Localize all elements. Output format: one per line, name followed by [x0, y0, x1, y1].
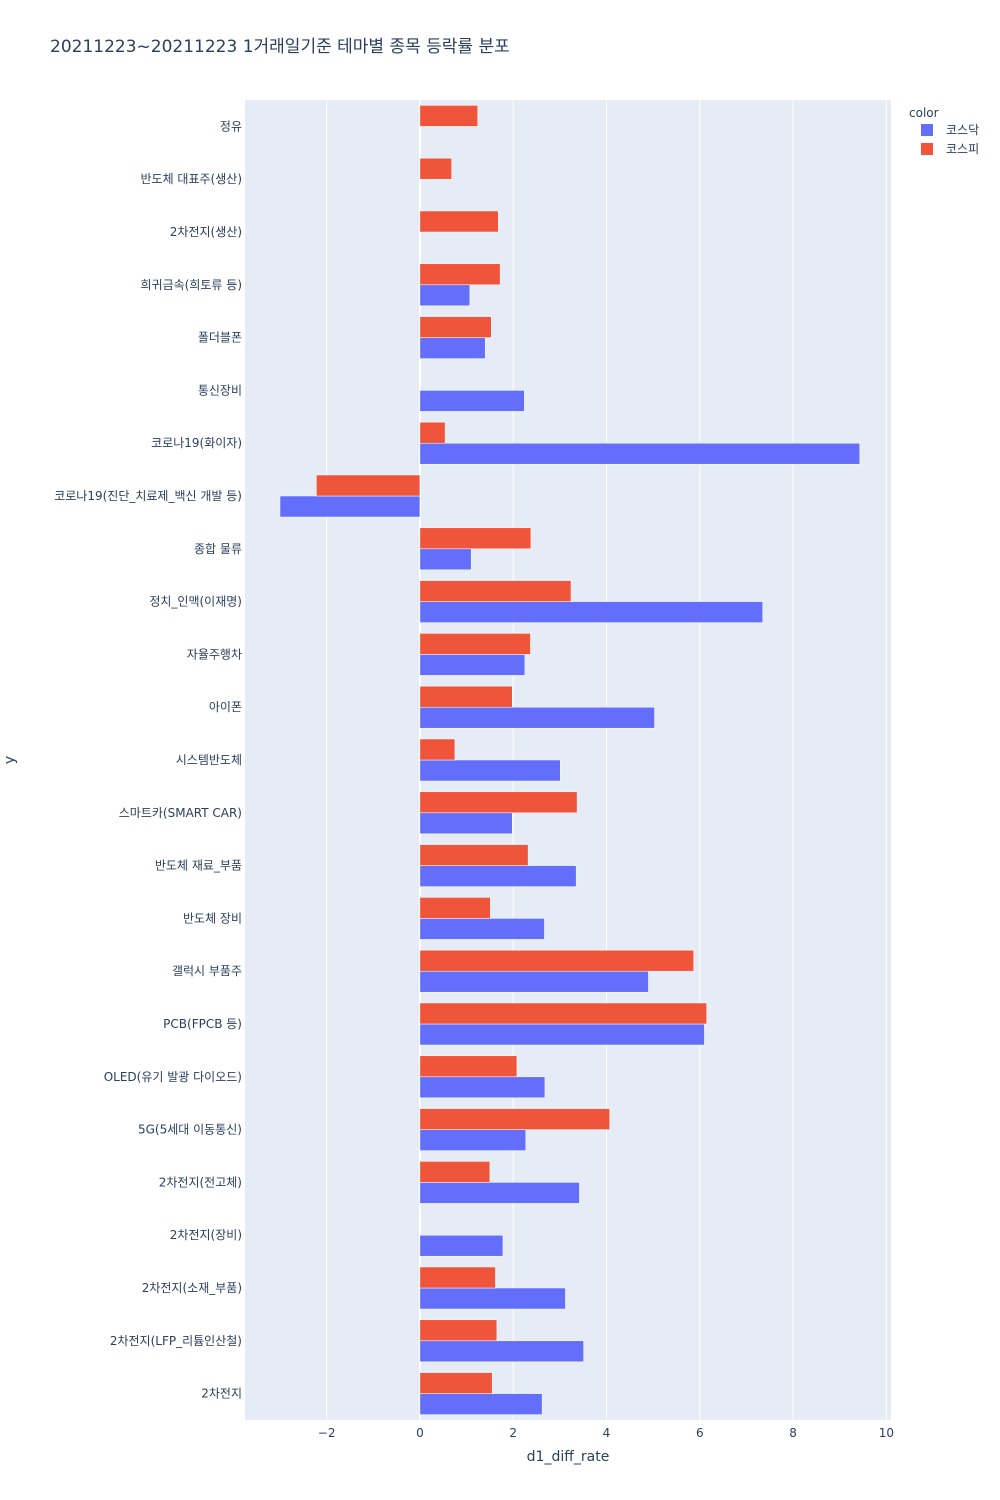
- bar-kospi: [419, 157, 452, 180]
- bar-kosdaq: [419, 1393, 543, 1415]
- bar-kosdaq: [419, 918, 545, 940]
- x-tick-label: 4: [603, 1426, 611, 1440]
- bar-kospi: [419, 105, 478, 127]
- x-tick-label: 2: [509, 1426, 517, 1440]
- y-tick-label: 2차전지(전고체): [159, 1175, 242, 1189]
- bar-kospi: [419, 685, 513, 708]
- x-tick-label: 0: [416, 1426, 424, 1440]
- bar-kosdaq: [419, 1234, 504, 1257]
- x-axis-title: d1_diff_rate: [527, 1449, 610, 1465]
- y-tick-label: PCB(FPCB 등): [163, 1017, 242, 1031]
- bar-kospi: [419, 580, 572, 602]
- bar-kospi: [419, 791, 578, 814]
- chart-title: 20211223~20211223 1거래일기준 테마별 종목 등락률 분포: [50, 37, 510, 57]
- legend-title: color: [909, 106, 939, 120]
- x-tick-label: 6: [696, 1426, 704, 1440]
- bar-kospi: [419, 844, 529, 866]
- bar-kospi: [419, 1002, 708, 1025]
- y-tick-label: 2차전지(LFP_리튬인산철): [110, 1334, 242, 1348]
- x-tick-labels: −2 0 2 4 6 8 10: [318, 1426, 894, 1440]
- y-tick-label: 시스템반도체: [176, 753, 242, 767]
- y-tick-label: 코로나19(화이자): [151, 436, 242, 450]
- bar-kosdaq: [419, 1182, 580, 1204]
- bar-kosdaq: [419, 970, 649, 993]
- bar-kosdaq: [419, 1023, 705, 1046]
- bar-kosdaq: [419, 601, 763, 623]
- bar-kospi: [419, 421, 446, 444]
- y-tick-label: 2차전지(장비): [170, 1228, 242, 1242]
- bar-kospi: [419, 949, 694, 972]
- bar-kospi: [419, 1319, 498, 1342]
- bar-kosdaq: [419, 1340, 584, 1363]
- y-tick-label: 2차전지(소재_부품): [142, 1281, 242, 1295]
- y-tick-label: 희귀금속(희토류 등): [141, 278, 243, 292]
- y-tick-label: 코로나19(진단_치료제_백신 개발 등): [54, 489, 242, 503]
- y-tick-label: 반도체 대표주(생산): [141, 172, 243, 186]
- bar-kosdaq: [419, 1076, 546, 1099]
- legend-label: 코스닥: [946, 123, 979, 137]
- bar-kospi: [419, 316, 492, 338]
- bar-kosdaq: [419, 759, 561, 782]
- y-tick-label: OLED(유기 발광 다이오드): [104, 1070, 242, 1084]
- bar-kospi: [419, 738, 456, 761]
- y-tick-label: 스마트카(SMART CAR): [119, 806, 242, 820]
- bar-kospi: [419, 633, 531, 655]
- y-tick-label: 반도체 장비: [183, 911, 242, 925]
- y-tick-label: 정유: [220, 119, 242, 133]
- bar-kosdaq: [419, 654, 526, 676]
- bar-kospi: [419, 1372, 493, 1394]
- bar-kospi: [419, 1161, 491, 1183]
- legend-swatch: [921, 143, 933, 155]
- bar-kospi: [419, 1266, 496, 1289]
- y-axis-title: y: [2, 756, 18, 764]
- x-tick-label: −2: [318, 1426, 336, 1440]
- legend-swatch: [921, 124, 933, 136]
- bar-kosdaq: [419, 548, 472, 571]
- bar-kosdaq: [419, 390, 525, 412]
- bar-kosdaq: [419, 706, 655, 729]
- bar-kosdaq: [419, 1287, 566, 1310]
- bar-kosdaq: [419, 337, 486, 359]
- bar-kosdaq: [419, 1129, 527, 1151]
- legend-label: 코스피: [946, 142, 979, 156]
- y-tick-label: 2차전지: [201, 1387, 242, 1401]
- y-tick-label: 반도체 재료_부품: [155, 859, 242, 873]
- y-tick-label: 5G(5세대 이동통신): [138, 1123, 242, 1137]
- x-tick-label: 8: [789, 1426, 797, 1440]
- bars: [279, 105, 860, 1415]
- bar-kospi: [419, 210, 499, 233]
- bar-kosdaq: [419, 812, 513, 835]
- bar-kospi: [419, 1108, 610, 1130]
- x-tick-label: 10: [879, 1426, 894, 1440]
- y-tick-label: 정치_인맥(이재명): [149, 595, 242, 609]
- y-tick-label: 폴더블폰: [198, 331, 242, 345]
- y-tick-label: 2차전지(생산): [170, 225, 242, 239]
- plot-background: [245, 100, 891, 1420]
- bar-kosdaq: [279, 495, 421, 518]
- y-tick-label: 자율주행차: [187, 646, 242, 661]
- bar-kosdaq: [419, 442, 860, 465]
- bar-kosdaq: [419, 865, 577, 887]
- bar-kospi: [419, 527, 532, 550]
- y-tick-label: 종합 물류: [194, 542, 242, 556]
- bar-kospi: [419, 897, 491, 919]
- y-tick-label: 갤럭시 부품주: [172, 964, 242, 978]
- bar-kospi: [419, 1055, 518, 1078]
- y-tick-label: 아이폰: [209, 700, 242, 714]
- bar-kospi: [419, 263, 501, 286]
- bar-kospi: [316, 474, 421, 497]
- y-tick-label: 통신장비: [198, 383, 242, 397]
- bar-kosdaq: [419, 284, 471, 307]
